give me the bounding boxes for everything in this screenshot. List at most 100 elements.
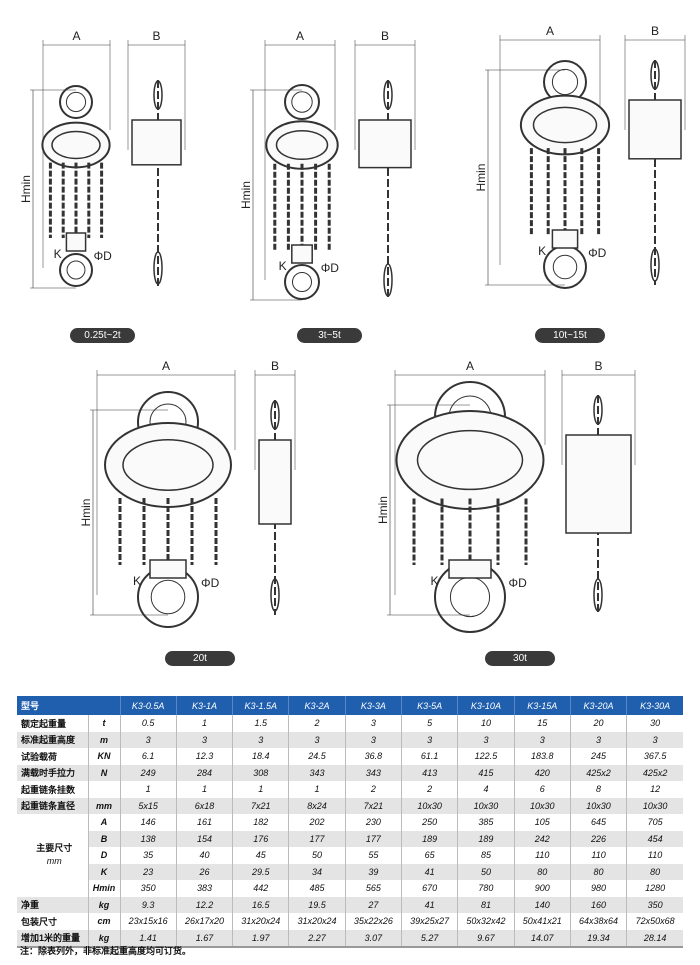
table-cell: 41 <box>400 863 458 880</box>
bottom-hook-inner <box>449 576 491 618</box>
table-cell: 230 <box>344 814 402 831</box>
side-top-hook <box>383 80 393 110</box>
dimension-label-k: K <box>133 574 141 588</box>
side-top-hook <box>593 395 603 425</box>
dimension-label-b: B <box>651 24 659 38</box>
table-cell: 3 <box>626 731 683 748</box>
side-body <box>565 434 632 534</box>
model-header: K3-2A <box>288 696 346 715</box>
capacity-label: 20t <box>165 651 235 666</box>
table-cell: 10x30 <box>400 797 458 814</box>
table-cell: 36.8 <box>344 748 402 765</box>
row-unit: K <box>87 863 121 880</box>
table-cell: 385 <box>457 814 515 831</box>
model-header: K3-30A <box>626 696 683 715</box>
table-cell: 50x41x21 <box>513 913 571 930</box>
top-hook-inner <box>65 91 87 113</box>
table-cell: 31x20x24 <box>232 913 289 930</box>
row-unit: D <box>87 847 121 864</box>
table-cell: 7x21 <box>344 797 402 814</box>
dimension-label-k: K <box>430 574 438 588</box>
table-cell: 85 <box>457 847 515 864</box>
table-cell: 12.2 <box>175 896 233 913</box>
table-cell: 80 <box>513 863 571 880</box>
table-row: 净重 kg 9.3 12.2 16.5 19.5 27 41 81 140 160 350 <box>17 896 683 913</box>
table-cell: 415 <box>457 764 515 781</box>
row-unit: A <box>87 814 121 831</box>
table-row: Hmin 350 383 442 485 565 670 780 900 980 1280 <box>17 880 683 897</box>
table-cell: 0.5 <box>119 715 177 732</box>
table-cell: 8x24 <box>288 797 346 814</box>
table-cell: 565 <box>344 880 402 897</box>
table-cell: 72x50x68 <box>626 913 683 930</box>
table-cell: 122.5 <box>457 748 515 765</box>
table-cell: 24.5 <box>288 748 346 765</box>
table-cell: 780 <box>457 880 515 897</box>
row-label: 起重链条挂数 <box>21 784 76 795</box>
table-row: 主要尺寸 mm A 146 161 182 202 230 250 385 105 645 705 <box>17 814 683 897</box>
table-cell: 15 <box>513 715 571 732</box>
table-cell: 10x30 <box>513 797 571 814</box>
dimension-label-b: B <box>271 359 279 373</box>
table-cell: 30 <box>626 715 683 732</box>
table-cell: 28.14 <box>626 929 683 948</box>
table-cell: 1280 <box>626 880 683 897</box>
table-cell: 1.67 <box>175 929 233 948</box>
hoist-body-window <box>122 439 214 491</box>
dimension-label-k: K <box>538 244 546 258</box>
table-cell: 14.07 <box>513 929 571 948</box>
dimension-label-b: B <box>594 359 602 373</box>
table-cell: 5.27 <box>400 929 458 948</box>
table-cell: 146 <box>119 814 177 831</box>
table-cell: 177 <box>288 830 346 847</box>
table-cell: 39x25x27 <box>400 913 458 930</box>
table-cell: 3 <box>344 731 402 748</box>
dimension-group-unit: mm <box>46 856 62 867</box>
table-row: 增加1米的重量 kg 1.41 1.67 1.97 2.27 3.07 5.27 9.67 14.… <box>17 929 683 948</box>
table-cell: 1.5 <box>232 715 289 732</box>
table-cell: 105 <box>513 814 571 831</box>
table-cell: 19.34 <box>569 929 627 948</box>
table-row: 包装尺寸 cm 23x15x16 26x17x20 31x20x24 31x20x24 35… <box>17 913 683 930</box>
hoist-drawings: A B Hmin K ΦD A B Hmin K ΦD A B Hmin K ΦD A B Hmin K ΦD A B Hm… <box>19 24 686 633</box>
table-cell: 705 <box>626 814 683 831</box>
row-unit: m <box>87 731 121 748</box>
dimension-label-a: A <box>546 24 554 38</box>
table-cell: 176 <box>232 830 289 847</box>
table-cell: 367.5 <box>626 748 683 765</box>
header-model-label: 型号 <box>17 696 121 715</box>
table-cell: 23 <box>119 863 177 880</box>
table-cell: 50 <box>457 863 515 880</box>
table-cell: 3 <box>119 731 177 748</box>
row-label: 试验载荷 <box>21 751 58 762</box>
dimension-label-d: ΦD <box>321 261 340 275</box>
dimension-label-k: K <box>279 259 287 273</box>
row-unit: B <box>87 830 121 847</box>
side-bottom-hook <box>593 578 603 612</box>
model-header: K3-20A <box>569 696 627 715</box>
table-cell: 485 <box>288 880 346 897</box>
row-label: 额定起重量 <box>21 718 67 729</box>
table-cell: 138 <box>119 830 177 847</box>
row-unit: kg <box>87 896 121 913</box>
dimension-label-k: K <box>54 247 62 261</box>
table-cell: 177 <box>344 830 402 847</box>
table-cell: 18.4 <box>232 748 289 765</box>
table-cell: 980 <box>569 880 627 897</box>
row-label: 标准起重高度 <box>17 731 88 748</box>
table-cell: 6 <box>513 781 571 798</box>
table-cell: 10x30 <box>569 797 627 814</box>
table-row: 额定起重量 t 0.5 1 1.5 2 3 5 10 15 20 30 <box>17 715 683 732</box>
table-row: 起重链条挂数 1 1 1 1 2 2 4 6 8 12 <box>17 781 683 798</box>
side-body <box>258 439 292 525</box>
table-cell: 19.5 <box>288 896 346 913</box>
table-cell: 425x2 <box>569 764 627 781</box>
hook-block <box>291 244 313 264</box>
table-cell: 34 <box>288 863 346 880</box>
bottom-hook-inner <box>150 579 186 615</box>
model-header: K3-3A <box>344 696 402 715</box>
bottom-hook <box>284 264 320 300</box>
side-body <box>131 119 182 166</box>
top-hook-inner <box>551 68 579 96</box>
dimension-label-hmin: Hmin <box>239 181 253 209</box>
